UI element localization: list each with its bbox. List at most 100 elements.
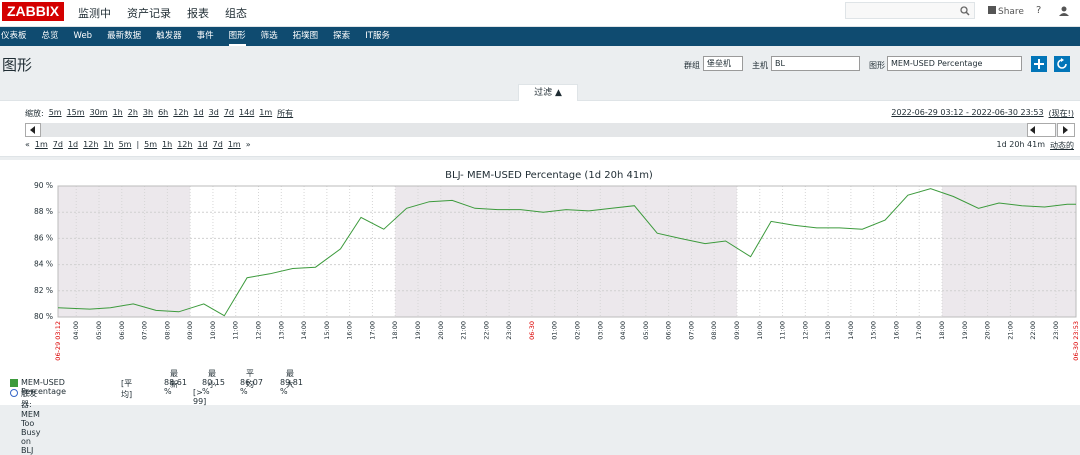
- nav-step[interactable]: 12h: [177, 140, 193, 149]
- submenu-item[interactable]: 筛选: [260, 31, 278, 41]
- help[interactable]: ?: [1036, 5, 1042, 16]
- nav-step[interactable]: 12h: [83, 140, 99, 149]
- zoom-option[interactable]: 15m: [66, 108, 85, 117]
- zoom-option[interactable]: 1m: [259, 108, 273, 117]
- legend-func: [平均]: [121, 379, 133, 399]
- zoom-option[interactable]: 7d: [223, 108, 235, 117]
- refresh-button[interactable]: [1054, 56, 1070, 72]
- group-select[interactable]: 堡垒机: [703, 56, 743, 71]
- submenu-item[interactable]: 仪表板: [1, 31, 27, 41]
- nav-step[interactable]: 7d: [52, 140, 63, 149]
- submenu-item[interactable]: Web: [73, 31, 93, 41]
- zoom-option[interactable]: 2h: [127, 108, 138, 117]
- graph-select[interactable]: MEM-USED Percentage: [887, 56, 1022, 71]
- x-tick-label: 21:00: [460, 321, 468, 340]
- nav-step[interactable]: 5m: [144, 140, 158, 149]
- submenu-item[interactable]: IT服务: [365, 31, 390, 41]
- submenu-item[interactable]: 图形: [228, 27, 246, 46]
- zoom-option[interactable]: 14d: [239, 108, 255, 117]
- legend-header-cell: 最小: [208, 369, 216, 389]
- nav-separator: |: [136, 140, 140, 149]
- share-icon: [988, 6, 996, 14]
- submenu-item[interactable]: 探索: [333, 31, 351, 41]
- y-tick-label: 90 %: [34, 181, 53, 190]
- x-tick-label: 22:00: [482, 321, 490, 340]
- x-tick-label: 15:00: [323, 321, 331, 340]
- submenu-item[interactable]: 触发器: [156, 31, 182, 41]
- legend-header-cell: 最大: [286, 369, 294, 389]
- search-icon: [960, 6, 970, 16]
- zoom-option[interactable]: 1d: [193, 108, 204, 117]
- scroll-left[interactable]: [25, 123, 41, 137]
- x-tick-label: 10:00: [756, 321, 764, 340]
- menu-item[interactable]: 资产记录: [127, 7, 171, 20]
- nav-step[interactable]: 7d: [212, 140, 223, 149]
- x-tick-label: 20:00: [984, 321, 992, 340]
- x-tick-label: 08:00: [163, 321, 171, 340]
- menu-item[interactable]: 监测中: [78, 7, 111, 20]
- nav-step[interactable]: 1h: [103, 140, 114, 149]
- x-tick-label: 13:00: [277, 321, 285, 340]
- nav-step[interactable]: 1m: [34, 140, 48, 149]
- zoom-option[interactable]: 30m: [89, 108, 108, 117]
- nav-step[interactable]: 5m: [118, 140, 132, 149]
- x-tick-label: 06:00: [665, 321, 673, 340]
- zoom-option[interactable]: 3h: [142, 108, 154, 117]
- nav-step[interactable]: 1h: [162, 140, 173, 149]
- x-tick-label: 18:00: [391, 321, 399, 340]
- legend-header-cell: 平均: [246, 369, 254, 389]
- scrollbar[interactable]: [25, 123, 1075, 137]
- logo[interactable]: ZABBIX: [2, 2, 64, 21]
- x-tick-label: 05:00: [95, 321, 103, 340]
- x-tick-label: 23:00: [505, 321, 513, 340]
- filter-tab[interactable]: 过滤 ▲: [518, 84, 578, 101]
- scroll-right[interactable]: [1027, 123, 1075, 137]
- nav-step[interactable]: 1d: [197, 140, 208, 149]
- legend-value: 80.15 %: [202, 378, 225, 396]
- x-tick-label: 23:00: [1052, 321, 1060, 340]
- shaded-period: [58, 186, 191, 317]
- x-tick-label: 08:00: [710, 321, 718, 340]
- legend-swatch: [10, 379, 18, 387]
- share-link[interactable]: Share: [988, 6, 1024, 17]
- x-tick-label: 11:00: [232, 321, 240, 340]
- user-icon[interactable]: [1058, 5, 1070, 17]
- graph: BLJ- MEM-USED Percentage (1d 20h 41m) 80…: [0, 160, 1080, 405]
- zoom-option[interactable]: 1h: [112, 108, 123, 117]
- zoom-row: 缩放: 5m 15m 30m 1h 2h 3h 6h 12h 1d 3d 7d 14d 1m 所有: [25, 108, 293, 119]
- nav-back[interactable]: «: [25, 140, 30, 149]
- x-tick-label: 12:00: [255, 321, 263, 340]
- zoom-option[interactable]: 3d: [208, 108, 219, 117]
- sub-menu: 仪表板 总览 Web 最新数据 触发器 事件 图形 筛选 拓墣图 探索 IT服务: [0, 27, 1080, 46]
- now-link[interactable]: (现在!): [1048, 109, 1074, 118]
- y-tick-label: 84 %: [34, 260, 53, 269]
- submenu-item[interactable]: 最新数据: [107, 31, 142, 41]
- filter-panel: 缩放: 5m 15m 30m 1h 2h 3h 6h 12h 1d 3d 7d 14d 1m 所有 2022…: [0, 100, 1080, 157]
- x-tick-label: 13:00: [824, 321, 832, 340]
- menu-item[interactable]: 报表: [187, 7, 209, 20]
- search-box[interactable]: [845, 2, 975, 19]
- zoom-option[interactable]: 12h: [173, 108, 189, 117]
- submenu-item[interactable]: 事件: [196, 31, 214, 41]
- nav-row: « 1m 7d 1d 12h 1h 5m | 5m 1h 12h 1d 7d 1m »: [25, 140, 251, 149]
- x-tick-label: 15:00: [870, 321, 878, 340]
- submenu-item[interactable]: 拓墣图: [292, 31, 319, 41]
- zoom-option[interactable]: 5m: [48, 108, 62, 117]
- host-select[interactable]: BL: [771, 56, 860, 71]
- range-row: 2022-06-29 03:12 - 2022-06-30 23:53 (现在!): [891, 108, 1074, 119]
- zoom-option[interactable]: 所有: [277, 109, 294, 118]
- menu-item[interactable]: 组态: [225, 7, 247, 20]
- x-tick-label: 19:00: [961, 321, 969, 340]
- mode-link[interactable]: 动态的: [1050, 141, 1074, 150]
- y-tick-label: 88 %: [34, 207, 53, 216]
- nav-step[interactable]: 1d: [67, 140, 79, 149]
- x-tick-label: 09:00: [186, 321, 194, 340]
- nav-forward[interactable]: »: [245, 140, 251, 149]
- nav-step[interactable]: 1m: [227, 140, 241, 149]
- period-row: 1d 20h 41m 动态的: [997, 140, 1074, 151]
- legend-value: 88.61 %: [164, 378, 187, 396]
- submenu-item[interactable]: 总览: [41, 31, 59, 41]
- x-tick-label: 14:00: [300, 321, 308, 340]
- zoom-option[interactable]: 6h: [158, 108, 169, 117]
- x-tick-label: 07:00: [687, 321, 695, 340]
